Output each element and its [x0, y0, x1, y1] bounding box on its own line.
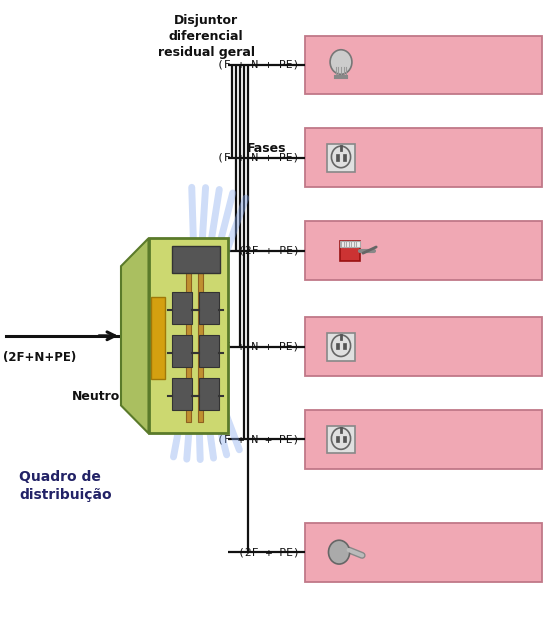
Bar: [327, 144, 355, 171]
Bar: [305, 129, 542, 188]
Bar: [336, 154, 339, 161]
Polygon shape: [121, 238, 148, 433]
Text: Quadro de
distribuição: Quadro de distribuição: [19, 470, 112, 501]
Bar: [305, 36, 542, 94]
Bar: [344, 343, 346, 349]
Bar: [327, 333, 355, 360]
Bar: [173, 292, 192, 324]
Bar: [173, 335, 192, 367]
Text: Neutro: Neutro: [72, 389, 120, 403]
Circle shape: [332, 335, 350, 357]
Text: (F + N + PE): (F + N + PE): [217, 60, 300, 70]
Circle shape: [332, 146, 350, 168]
Bar: [305, 318, 542, 376]
Bar: [199, 292, 219, 324]
Bar: [173, 378, 192, 410]
Text: (F + N + PE): (F + N + PE): [217, 435, 300, 444]
Bar: [340, 241, 360, 247]
Bar: [199, 378, 219, 410]
Circle shape: [330, 50, 352, 74]
Circle shape: [332, 428, 350, 449]
Text: (2F + PE): (2F + PE): [238, 547, 300, 557]
Text: Proteção
(PE): Proteção (PE): [141, 405, 200, 433]
Text: (F + N + PE): (F + N + PE): [217, 342, 300, 352]
Bar: [344, 154, 346, 161]
Bar: [186, 266, 191, 422]
Bar: [336, 343, 339, 349]
Text: (2F + PE): (2F + PE): [238, 246, 300, 256]
Text: (F + N + PE): (F + N + PE): [217, 153, 300, 163]
Circle shape: [328, 540, 350, 564]
Bar: [305, 410, 542, 469]
Bar: [305, 522, 542, 582]
Text: Fases: Fases: [247, 142, 287, 155]
Bar: [327, 426, 355, 453]
Bar: [151, 297, 165, 379]
Bar: [305, 222, 542, 280]
Bar: [173, 246, 220, 274]
Bar: [198, 266, 203, 422]
Bar: [199, 335, 219, 367]
Bar: [148, 238, 228, 433]
Text: Disjuntor
diferencial
residual geral: Disjuntor diferencial residual geral: [158, 14, 255, 59]
Text: (2F+N+PE): (2F+N+PE): [3, 352, 76, 365]
Bar: [340, 241, 360, 261]
Bar: [336, 436, 339, 443]
Bar: [344, 436, 346, 443]
